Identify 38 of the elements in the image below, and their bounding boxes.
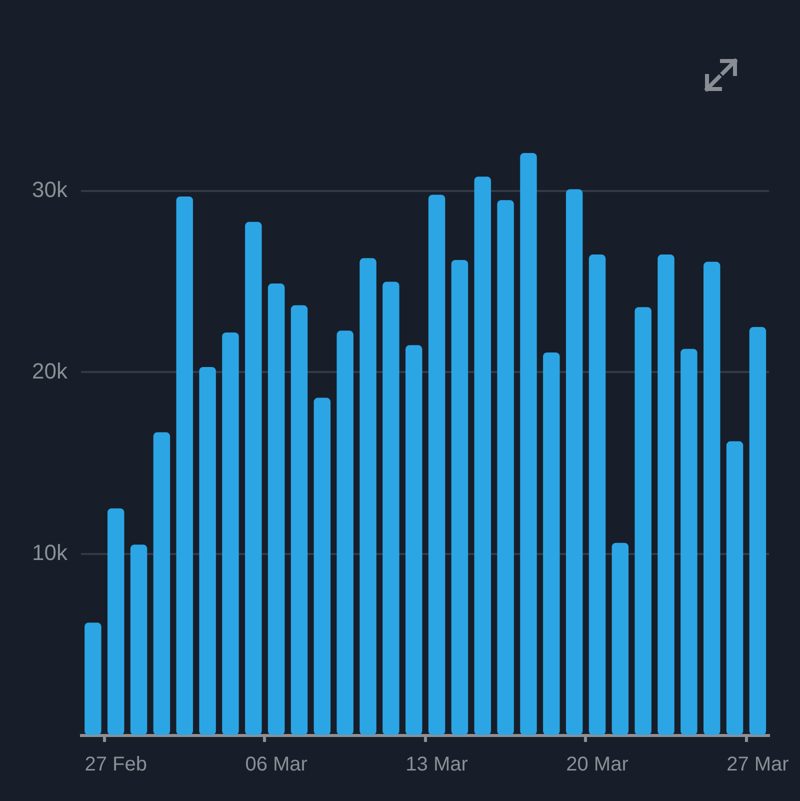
bar	[497, 200, 514, 735]
bar	[290, 305, 308, 735]
bar	[428, 194, 446, 735]
bar	[176, 196, 193, 735]
bar	[520, 153, 537, 735]
bar	[634, 307, 652, 735]
bar	[612, 542, 629, 735]
bar	[588, 254, 606, 735]
y-tick-label: 20k	[32, 358, 68, 384]
bar	[153, 432, 170, 735]
bar	[680, 348, 698, 735]
bar	[543, 352, 560, 735]
bar	[107, 508, 124, 735]
y-tick-label: 30k	[32, 177, 68, 202]
bar	[749, 327, 766, 735]
x-tick-label: 27 Feb	[84, 754, 147, 776]
y-tick-label: 10k	[32, 540, 68, 565]
bar	[314, 398, 331, 735]
bar	[84, 622, 102, 735]
bar	[336, 330, 354, 735]
bar	[130, 544, 148, 735]
x-tick-label: 20 Mar	[566, 754, 629, 776]
x-tick-label: 27 Mar	[726, 754, 790, 776]
bar	[566, 189, 583, 735]
bar	[222, 332, 239, 735]
bar	[474, 176, 491, 735]
bar	[726, 441, 744, 735]
x-tick-label: 13 Mar	[406, 754, 468, 776]
bar	[405, 345, 422, 735]
bar	[451, 260, 468, 735]
bar	[268, 284, 285, 735]
bar	[382, 282, 400, 735]
bar	[199, 366, 216, 735]
x-tick-label: 06 Mar	[245, 754, 308, 776]
bar	[245, 222, 262, 735]
bar	[658, 254, 674, 735]
bar	[360, 258, 376, 735]
bar	[703, 262, 720, 735]
